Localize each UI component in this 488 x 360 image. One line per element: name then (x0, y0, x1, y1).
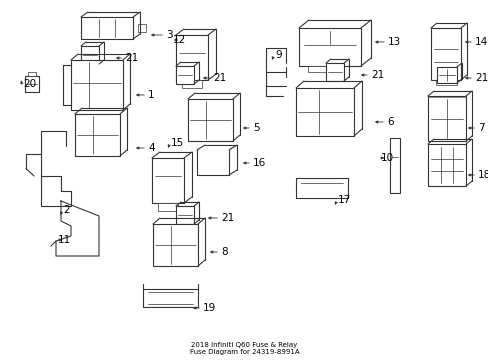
Bar (298, 28, 360, 66)
Text: 21: 21 (213, 73, 226, 83)
Bar (435, 80, 456, 85)
Text: 13: 13 (387, 37, 401, 47)
Bar (153, 224, 198, 266)
Text: 21: 21 (474, 73, 487, 83)
Text: 3: 3 (165, 30, 172, 40)
Bar (430, 28, 460, 80)
Bar (28, 72, 36, 76)
Bar (158, 203, 177, 211)
Text: 8: 8 (221, 247, 227, 257)
Text: 9: 9 (274, 50, 281, 60)
Text: 7: 7 (477, 123, 484, 133)
Text: 4: 4 (148, 143, 154, 153)
Bar (176, 206, 194, 224)
Text: 12: 12 (173, 35, 186, 45)
Text: 21: 21 (125, 53, 138, 63)
Bar (71, 60, 123, 110)
Text: 19: 19 (203, 303, 216, 313)
Bar (81, 17, 133, 39)
Text: 20: 20 (23, 79, 36, 89)
Text: 5: 5 (252, 123, 259, 133)
Bar (152, 158, 183, 203)
Text: 10: 10 (380, 153, 393, 163)
Text: 6: 6 (386, 117, 393, 127)
Text: 21: 21 (370, 70, 384, 80)
Text: 17: 17 (337, 195, 350, 205)
Text: 18: 18 (477, 170, 488, 180)
Text: 2: 2 (63, 205, 69, 215)
Text: 14: 14 (474, 37, 487, 47)
Bar (176, 66, 194, 84)
Text: 11: 11 (58, 235, 71, 245)
Bar (307, 66, 326, 72)
Bar (427, 144, 465, 186)
Bar (389, 138, 399, 193)
Bar (176, 35, 207, 80)
Text: 16: 16 (252, 158, 265, 168)
Text: 2018 Infiniti Q60 Fuse & Relay
Fuse Diagram for 24319-8991A: 2018 Infiniti Q60 Fuse & Relay Fuse Diag… (189, 342, 299, 355)
Bar (295, 88, 353, 136)
Bar (436, 67, 456, 83)
Text: 1: 1 (148, 90, 154, 100)
Bar (138, 24, 146, 32)
Text: 21: 21 (221, 213, 234, 223)
Text: 15: 15 (171, 138, 184, 148)
Bar (75, 114, 120, 156)
Bar (325, 63, 343, 81)
Bar (25, 76, 39, 92)
Bar (81, 46, 99, 64)
Bar (187, 99, 232, 141)
Bar (182, 80, 201, 88)
Bar (427, 96, 465, 141)
